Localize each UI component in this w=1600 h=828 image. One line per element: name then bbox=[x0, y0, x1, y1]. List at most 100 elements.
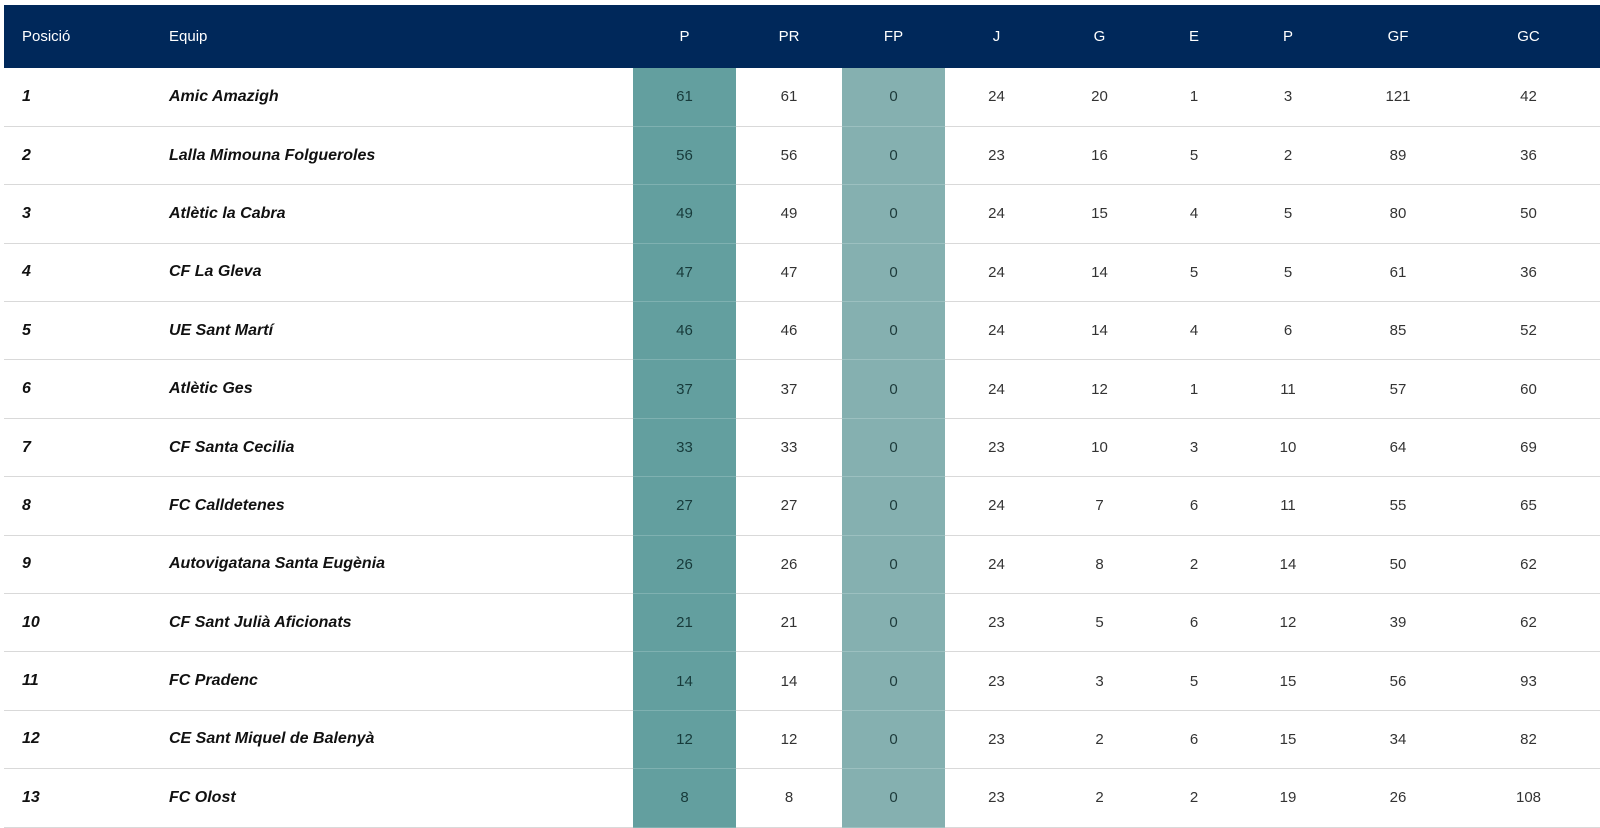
goals-for-cell: 121 bbox=[1339, 68, 1457, 127]
lost-cell: 3 bbox=[1237, 68, 1339, 127]
points-cell: 26 bbox=[633, 535, 736, 595]
pr-cell: 27 bbox=[736, 476, 842, 536]
team-name-cell[interactable]: FC Olost bbox=[169, 768, 633, 828]
column-header-team[interactable]: Equip bbox=[169, 28, 208, 45]
goals-against-cell: 36 bbox=[1457, 126, 1600, 186]
drawn-cell: 1 bbox=[1151, 68, 1237, 127]
column-header-won[interactable]: G bbox=[1093, 28, 1106, 45]
team-name-cell[interactable]: Atlètic la Cabra bbox=[169, 184, 633, 244]
points-cell: 56 bbox=[633, 126, 736, 186]
column-header-goals-against[interactable]: GC bbox=[1517, 28, 1540, 45]
pr-cell: 33 bbox=[736, 418, 842, 478]
won-cell: 20 bbox=[1048, 68, 1151, 127]
fp-cell: 0 bbox=[842, 301, 945, 361]
played-cell: 24 bbox=[945, 68, 1048, 127]
points-cell: 14 bbox=[633, 651, 736, 711]
team-name-cell[interactable]: Autovigatana Santa Eugènia bbox=[169, 535, 633, 595]
fp-cell: 0 bbox=[842, 710, 945, 770]
position-cell: 13 bbox=[4, 768, 169, 828]
drawn-cell: 6 bbox=[1151, 710, 1237, 770]
column-header-position[interactable]: Posició bbox=[22, 28, 71, 45]
lost-cell: 5 bbox=[1237, 184, 1339, 244]
column-header-played[interactable]: J bbox=[992, 28, 1001, 45]
won-cell: 14 bbox=[1048, 243, 1151, 303]
won-cell: 2 bbox=[1048, 768, 1151, 828]
team-name-cell[interactable]: CE Sant Miquel de Balenyà bbox=[169, 710, 633, 770]
fp-cell: 0 bbox=[842, 418, 945, 478]
position-cell: 7 bbox=[4, 418, 169, 478]
column-header-goals-for[interactable]: GF bbox=[1387, 28, 1409, 45]
fp-cell: 0 bbox=[842, 535, 945, 595]
column-header-fp[interactable]: FP bbox=[883, 28, 904, 45]
drawn-cell: 5 bbox=[1151, 243, 1237, 303]
drawn-cell: 2 bbox=[1151, 535, 1237, 595]
table-row: 10 CF Sant Julià Aficionats 21 21 0 23 5… bbox=[4, 593, 1600, 653]
points-cell: 33 bbox=[633, 418, 736, 478]
lost-cell: 15 bbox=[1237, 710, 1339, 770]
goals-for-cell: 55 bbox=[1339, 476, 1457, 536]
played-cell: 24 bbox=[945, 184, 1048, 244]
pr-cell: 46 bbox=[736, 301, 842, 361]
team-name-cell[interactable]: CF Santa Cecilia bbox=[169, 418, 633, 478]
team-name-cell[interactable]: CF La Gleva bbox=[169, 243, 633, 303]
column-header-pr[interactable]: PR bbox=[778, 28, 800, 45]
won-cell: 8 bbox=[1048, 535, 1151, 595]
goals-against-cell: 93 bbox=[1457, 651, 1600, 711]
column-header-lost[interactable]: P bbox=[1282, 28, 1293, 45]
team-name-cell[interactable]: Amic Amazigh bbox=[169, 68, 633, 127]
played-cell: 23 bbox=[945, 710, 1048, 770]
won-cell: 3 bbox=[1048, 651, 1151, 711]
position-cell: 6 bbox=[4, 359, 169, 419]
played-cell: 24 bbox=[945, 243, 1048, 303]
played-cell: 24 bbox=[945, 535, 1048, 595]
team-name-cell[interactable]: Lalla Mimouna Folgueroles bbox=[169, 126, 633, 186]
goals-for-cell: 26 bbox=[1339, 768, 1457, 828]
fp-cell: 0 bbox=[842, 768, 945, 828]
table-row: 12 CE Sant Miquel de Balenyà 12 12 0 23 … bbox=[4, 710, 1600, 770]
goals-against-cell: 82 bbox=[1457, 710, 1600, 770]
column-header-points[interactable]: P bbox=[679, 28, 690, 45]
team-name-cell[interactable]: FC Pradenc bbox=[169, 651, 633, 711]
won-cell: 16 bbox=[1048, 126, 1151, 186]
lost-cell: 11 bbox=[1237, 359, 1339, 419]
pr-cell: 56 bbox=[736, 126, 842, 186]
goals-against-cell: 65 bbox=[1457, 476, 1600, 536]
goals-against-cell: 69 bbox=[1457, 418, 1600, 478]
table-row: 3 Atlètic la Cabra 49 49 0 24 15 4 5 80 … bbox=[4, 184, 1600, 244]
position-cell: 2 bbox=[4, 126, 169, 186]
position-cell: 3 bbox=[4, 184, 169, 244]
drawn-cell: 4 bbox=[1151, 184, 1237, 244]
team-name-cell[interactable]: Atlètic Ges bbox=[169, 359, 633, 419]
goals-against-cell: 60 bbox=[1457, 359, 1600, 419]
table-row: 8 FC Calldetenes 27 27 0 24 7 6 11 55 65 bbox=[4, 476, 1600, 536]
team-name-cell[interactable]: CF Sant Julià Aficionats bbox=[169, 593, 633, 653]
points-cell: 49 bbox=[633, 184, 736, 244]
won-cell: 2 bbox=[1048, 710, 1151, 770]
position-cell: 1 bbox=[4, 68, 169, 127]
table-row: 1 Amic Amazigh 61 61 0 24 20 1 3 121 42 bbox=[4, 68, 1600, 127]
column-header-drawn[interactable]: E bbox=[1188, 28, 1199, 45]
won-cell: 15 bbox=[1048, 184, 1151, 244]
played-cell: 24 bbox=[945, 301, 1048, 361]
table-row: 13 FC Olost 8 8 0 23 2 2 19 26 108 bbox=[4, 768, 1600, 828]
goals-for-cell: 80 bbox=[1339, 184, 1457, 244]
pr-cell: 12 bbox=[736, 710, 842, 770]
points-cell: 27 bbox=[633, 476, 736, 536]
played-cell: 23 bbox=[945, 768, 1048, 828]
drawn-cell: 6 bbox=[1151, 593, 1237, 653]
lost-cell: 15 bbox=[1237, 651, 1339, 711]
played-cell: 23 bbox=[945, 418, 1048, 478]
pr-cell: 8 bbox=[736, 768, 842, 828]
team-name-cell[interactable]: FC Calldetenes bbox=[169, 476, 633, 536]
table-row: 6 Atlètic Ges 37 37 0 24 12 1 11 57 60 bbox=[4, 359, 1600, 419]
standings-table-container: Posició Equip P PR FP J G E P GF GC 1 Am… bbox=[4, 5, 1600, 828]
goals-against-cell: 62 bbox=[1457, 593, 1600, 653]
won-cell: 10 bbox=[1048, 418, 1151, 478]
pr-cell: 47 bbox=[736, 243, 842, 303]
position-cell: 12 bbox=[4, 710, 169, 770]
lost-cell: 5 bbox=[1237, 243, 1339, 303]
pr-cell: 21 bbox=[736, 593, 842, 653]
lost-cell: 19 bbox=[1237, 768, 1339, 828]
played-cell: 23 bbox=[945, 651, 1048, 711]
team-name-cell[interactable]: UE Sant Martí bbox=[169, 301, 633, 361]
